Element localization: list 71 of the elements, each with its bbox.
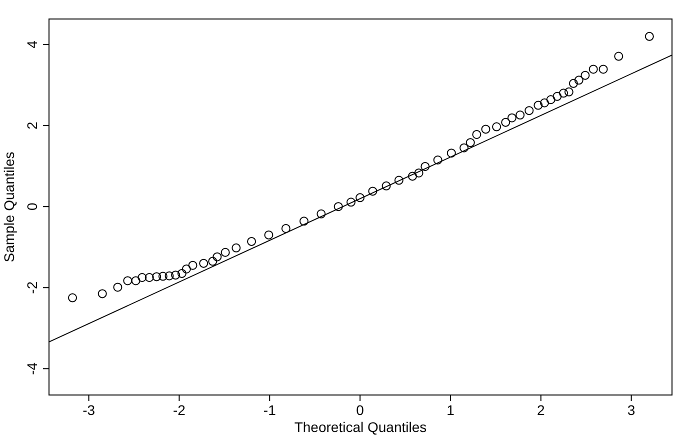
point — [614, 52, 624, 61]
point — [568, 78, 578, 88]
x-tick-label: 3 — [627, 402, 636, 418]
point — [123, 276, 132, 286]
point — [460, 143, 469, 152]
point — [138, 273, 147, 282]
point — [420, 162, 430, 171]
y-tick-label: 2 — [24, 121, 40, 130]
y-axis-title: Sample Quantiles — [1, 152, 17, 262]
point — [466, 138, 475, 148]
point — [580, 70, 590, 80]
point — [334, 202, 343, 212]
point — [177, 268, 186, 278]
x-tick-label: -2 — [172, 402, 186, 418]
point — [546, 95, 556, 104]
point — [524, 106, 534, 116]
point — [414, 168, 424, 178]
point — [516, 110, 525, 120]
point — [382, 181, 391, 190]
point — [552, 92, 562, 101]
point — [433, 156, 442, 164]
point — [131, 276, 140, 286]
x-axis-title: Theoretical Quantiles — [294, 419, 427, 435]
x-tick-label: -3 — [82, 402, 96, 418]
point — [534, 100, 543, 110]
point — [264, 230, 274, 240]
point — [171, 270, 180, 280]
point — [394, 176, 404, 185]
x-tick-label: 1 — [446, 402, 455, 418]
point — [212, 252, 222, 262]
point — [501, 118, 510, 127]
point — [492, 122, 502, 132]
point — [299, 216, 308, 226]
point — [481, 124, 490, 134]
point — [356, 193, 365, 202]
point — [316, 209, 326, 218]
point — [152, 272, 162, 282]
point — [574, 76, 584, 85]
point — [472, 130, 482, 139]
point — [144, 273, 154, 282]
point — [182, 264, 191, 274]
point — [164, 271, 174, 280]
x-tick-label: 2 — [536, 402, 545, 418]
point — [208, 256, 218, 266]
point — [564, 87, 574, 96]
point — [68, 293, 78, 302]
point — [113, 282, 122, 292]
y-tick-label: 0 — [24, 202, 40, 210]
point — [558, 88, 568, 98]
point — [408, 172, 417, 181]
x-tick-label: -1 — [263, 402, 276, 418]
point — [507, 113, 516, 122]
point — [98, 289, 107, 298]
point — [232, 243, 241, 252]
point — [446, 148, 456, 158]
point — [220, 248, 230, 257]
y-tick-label: -4 — [24, 362, 40, 375]
point — [199, 258, 208, 268]
point — [281, 224, 290, 233]
point — [644, 32, 654, 41]
point — [368, 186, 378, 196]
point — [588, 64, 598, 74]
x-tick-label: 0 — [356, 402, 364, 418]
y-tick-label: -2 — [24, 281, 40, 294]
point — [346, 198, 356, 207]
point — [540, 98, 550, 108]
point — [188, 260, 198, 270]
y-tick-label: 4 — [24, 40, 40, 48]
point — [158, 272, 168, 281]
point — [247, 236, 256, 246]
point — [598, 64, 608, 74]
